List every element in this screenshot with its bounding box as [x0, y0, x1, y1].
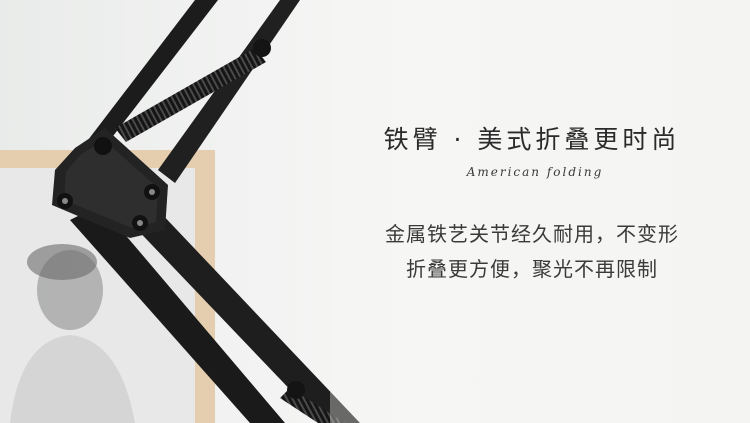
upper-rod-left: [88, 0, 218, 140]
script-subtitle: American folding: [466, 165, 604, 179]
lower-rod-left: [70, 205, 285, 423]
joint-bracket: [52, 128, 168, 238]
lower-rod-right: [130, 210, 360, 423]
portrait-body: [10, 335, 135, 423]
description-line-2: 折叠更方便，聚光不再限制: [406, 257, 658, 281]
description-line-1: 金属铁艺关节经久耐用，不变形: [385, 222, 679, 246]
headline: 铁臂 · 美式折叠更时尚: [383, 125, 681, 154]
bolt: [94, 137, 112, 155]
soft-overlay: [330, 0, 750, 423]
spring-anchor-lower: [287, 381, 305, 399]
spring-upper: [115, 48, 266, 142]
lower-arm: [70, 205, 360, 423]
portrait-hair: [27, 244, 97, 280]
upper-arm: [88, 0, 300, 183]
spring-anchor-upper: [253, 39, 271, 57]
